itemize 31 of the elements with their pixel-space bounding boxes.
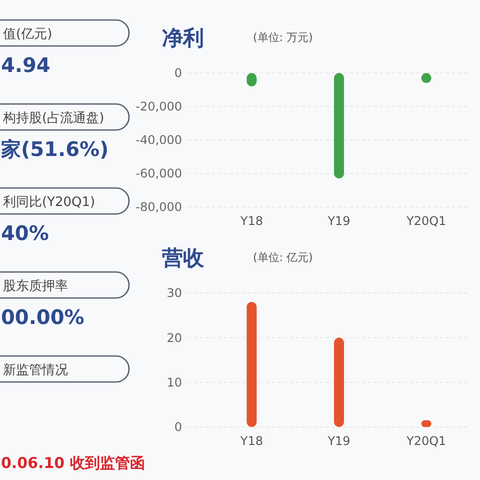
text: 4.94: [1, 53, 50, 77]
chart-title: 营收: [161, 246, 205, 270]
y-tick-label: -80,000: [136, 200, 182, 214]
text: 40%: [1, 221, 49, 245]
text: 构持股(占流通盘): [2, 110, 104, 126]
y-tick-label: 0: [174, 66, 182, 80]
x-tick-label: Y19: [326, 434, 350, 448]
bar: [334, 338, 344, 427]
x-tick-label: Y18: [239, 434, 263, 448]
text: 0.06.10 收到监管函: [1, 454, 145, 472]
text: 股东质押率: [3, 278, 68, 294]
chart-title: 净利: [162, 26, 204, 50]
x-tick-label: Y18: [239, 214, 263, 228]
text: 家(51.6%): [0, 137, 109, 161]
chart-subtitle: (单位: 万元): [253, 31, 313, 44]
y-tick-label: 0: [174, 420, 182, 434]
x-tick-label: Y20Q1: [405, 214, 446, 228]
bar: [246, 302, 257, 427]
y-tick-label: -40,000: [136, 133, 182, 148]
chart-subtitle: (单位: 亿元): [253, 251, 313, 264]
text: 新监管情况: [3, 363, 68, 378]
text: 00.00%: [1, 305, 84, 329]
y-tick-label: 10: [166, 376, 182, 390]
y-tick-label: 20: [166, 330, 182, 345]
y-tick-label: -20,000: [136, 100, 182, 114]
y-tick-label: -60,000: [136, 166, 182, 181]
y-tick-label: 30: [166, 286, 182, 300]
text: 利同比(Y20Q1): [3, 195, 96, 210]
x-tick-label: Y19: [326, 214, 350, 228]
x-tick-label: Y20Q1: [405, 434, 446, 448]
text: 值(亿元): [3, 27, 52, 42]
